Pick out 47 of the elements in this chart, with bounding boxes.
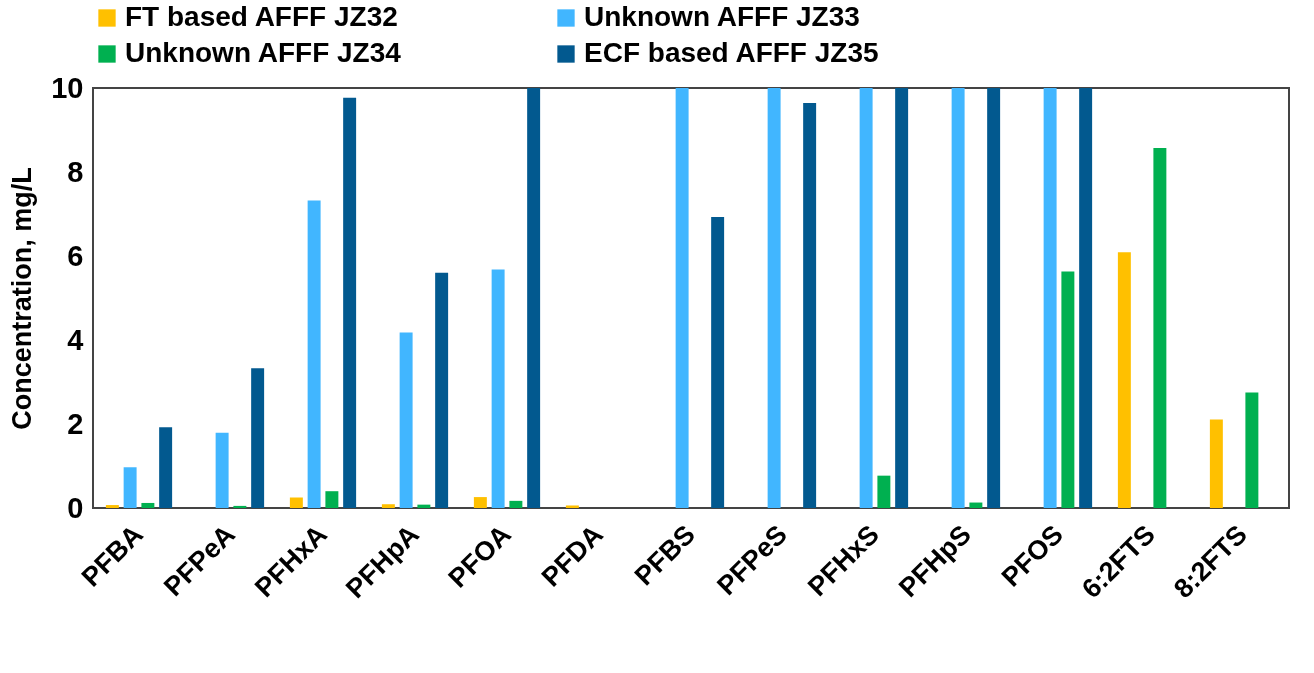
bar bbox=[969, 502, 983, 508]
bar bbox=[951, 88, 965, 508]
bar bbox=[1153, 148, 1167, 508]
bar bbox=[527, 88, 541, 508]
bar bbox=[289, 497, 303, 508]
y-tick-label: 8 bbox=[67, 155, 84, 188]
bar bbox=[1061, 271, 1075, 508]
bar bbox=[251, 368, 265, 508]
bar bbox=[307, 200, 321, 508]
bar bbox=[473, 497, 487, 508]
bar bbox=[435, 272, 449, 508]
y-tick-label: 2 bbox=[67, 407, 84, 440]
bar bbox=[711, 216, 725, 508]
y-tick-label: 0 bbox=[67, 491, 84, 524]
bar bbox=[1245, 392, 1259, 508]
bar bbox=[399, 332, 413, 508]
bar bbox=[141, 502, 155, 508]
y-tick-label: 4 bbox=[67, 323, 84, 356]
bar bbox=[381, 504, 395, 508]
bar bbox=[767, 88, 781, 508]
bar bbox=[159, 427, 173, 508]
legend-label: Unknown AFFF JZ33 bbox=[584, 1, 860, 32]
bar bbox=[325, 491, 339, 508]
bar bbox=[105, 505, 119, 508]
legend-label: ECF based AFFF JZ35 bbox=[584, 37, 879, 68]
bar bbox=[859, 88, 873, 508]
bar bbox=[509, 500, 523, 508]
bar bbox=[877, 475, 891, 508]
bar bbox=[565, 505, 579, 508]
y-axis-title: Concentration, mg/L bbox=[7, 167, 38, 430]
bar bbox=[123, 467, 137, 508]
bar bbox=[491, 269, 505, 508]
bar bbox=[1079, 88, 1093, 508]
bar bbox=[1117, 252, 1131, 508]
legend-label: FT based AFFF JZ32 bbox=[125, 1, 398, 32]
y-tick-label: 10 bbox=[51, 71, 84, 104]
bar bbox=[1043, 88, 1057, 508]
bar bbox=[987, 88, 1001, 508]
bar bbox=[233, 505, 247, 508]
bar bbox=[675, 88, 689, 508]
bar bbox=[215, 432, 229, 508]
bar bbox=[895, 88, 909, 508]
bar bbox=[803, 103, 817, 508]
bar bbox=[1209, 419, 1223, 508]
bar bbox=[343, 97, 357, 508]
y-tick-label: 6 bbox=[67, 239, 84, 272]
legend-label: Unknown AFFF JZ34 bbox=[125, 37, 402, 68]
